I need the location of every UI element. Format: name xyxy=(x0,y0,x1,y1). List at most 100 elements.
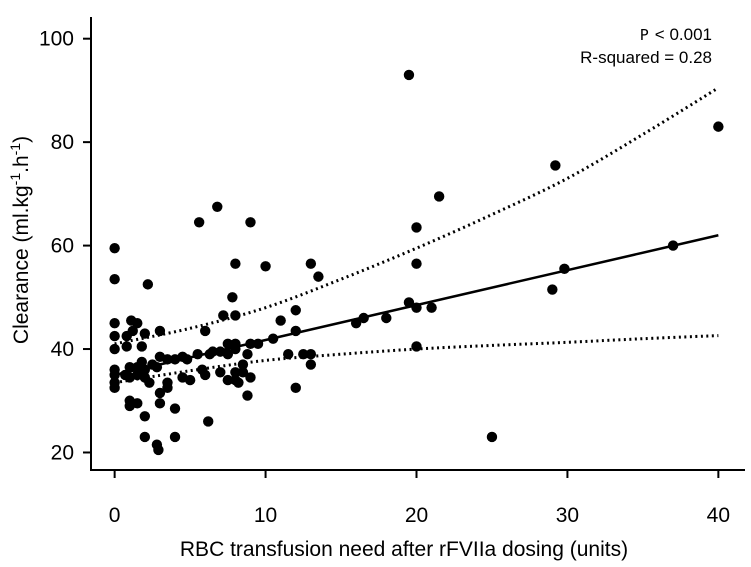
data-point xyxy=(313,271,324,282)
data-point xyxy=(154,398,166,409)
data-point xyxy=(218,310,229,321)
data-point xyxy=(154,325,166,337)
y-tick-label: 80 xyxy=(51,131,74,154)
x-tick-label: 0 xyxy=(109,504,121,527)
data-point xyxy=(267,333,279,344)
data-point xyxy=(222,349,234,360)
data-point xyxy=(142,279,154,290)
data-point xyxy=(121,341,132,352)
data-point xyxy=(230,258,241,269)
data-point xyxy=(193,217,205,228)
data-point xyxy=(381,312,392,324)
x-tick-label: 20 xyxy=(405,504,428,527)
data-point xyxy=(403,297,415,308)
data-point xyxy=(411,222,422,233)
data-point xyxy=(203,416,214,427)
data-point xyxy=(127,325,138,337)
data-point xyxy=(109,274,120,285)
data-point xyxy=(290,382,301,394)
data-point xyxy=(298,349,309,360)
data-point xyxy=(169,431,181,443)
y-axis-label: Clearance (ml.kg-1.h-1) xyxy=(7,136,33,344)
data-point xyxy=(411,341,422,352)
data-point xyxy=(242,349,253,360)
data-point xyxy=(136,341,148,352)
data-point xyxy=(305,349,317,360)
data-point xyxy=(403,69,415,81)
data-point xyxy=(207,346,218,357)
data-point xyxy=(184,374,196,386)
data-point xyxy=(245,372,256,383)
data-point xyxy=(426,302,437,313)
data-point xyxy=(275,315,286,326)
data-point xyxy=(199,325,211,337)
data-point xyxy=(260,261,271,272)
y-tick-label: 60 xyxy=(51,235,74,258)
data-point xyxy=(144,377,155,388)
data-point xyxy=(233,377,244,388)
data-point xyxy=(559,263,570,275)
data-point xyxy=(109,330,120,342)
y-axis-label-main: Clearance (ml.kg xyxy=(10,185,33,344)
y-tick-label: 100 xyxy=(39,28,74,51)
x-tick-label: 10 xyxy=(254,504,277,527)
y-tick-label: 20 xyxy=(51,441,74,464)
data-point xyxy=(139,364,151,375)
data-point xyxy=(222,338,234,350)
data-point xyxy=(124,361,135,373)
y-axis-label-mid: .h xyxy=(10,155,33,173)
data-point xyxy=(199,369,211,381)
data-point xyxy=(230,343,241,355)
confidence-interval-group xyxy=(114,86,720,385)
data-point xyxy=(109,369,120,381)
data-point xyxy=(109,242,120,254)
data-point xyxy=(109,382,120,394)
y-axis-label-end: ) xyxy=(10,136,33,143)
data-point xyxy=(547,284,558,295)
data-point xyxy=(350,317,362,329)
data-point xyxy=(162,354,173,365)
data-point xyxy=(153,444,164,456)
r-squared-annotation: R-squared = 0.28 xyxy=(580,48,712,67)
data-point xyxy=(109,317,120,329)
data-point xyxy=(242,390,253,401)
data-point xyxy=(713,121,724,132)
y-axis-label-sup1: -1 xyxy=(7,173,23,186)
data-point xyxy=(550,160,561,171)
data-point xyxy=(358,312,369,324)
p-prefix: P xyxy=(640,26,649,44)
data-point xyxy=(433,191,445,202)
data-point xyxy=(252,338,264,350)
x-tick-label: 30 xyxy=(556,504,579,527)
x-axis-label: RBC transfusion need after rFVIIa dosing… xyxy=(180,538,628,561)
data-point xyxy=(132,398,143,409)
data-point xyxy=(109,343,120,355)
data-point xyxy=(230,367,241,378)
data-point xyxy=(230,310,241,321)
data-point xyxy=(305,258,317,269)
y-axis-ticks: 20 40 60 80 100 xyxy=(39,28,91,464)
data-point xyxy=(245,217,256,228)
data-point xyxy=(151,361,163,373)
p-value: < 0.001 xyxy=(655,25,712,44)
y-axis-label-sup2: -1 xyxy=(7,143,23,156)
data-point xyxy=(411,302,422,313)
data-point xyxy=(283,349,294,360)
data-point xyxy=(290,305,301,316)
data-points xyxy=(109,69,724,456)
x-axis-ticks: 0 10 20 30 40 xyxy=(109,470,730,527)
data-point xyxy=(139,431,151,443)
data-point xyxy=(667,240,679,251)
data-point xyxy=(139,411,151,422)
data-point xyxy=(212,201,223,212)
data-point xyxy=(154,387,166,399)
data-point xyxy=(162,382,173,394)
data-point xyxy=(181,354,193,365)
data-point xyxy=(237,367,249,378)
data-point xyxy=(192,349,203,360)
data-point xyxy=(169,403,181,414)
data-point xyxy=(139,328,151,339)
data-point xyxy=(215,367,226,378)
data-point xyxy=(132,317,143,329)
